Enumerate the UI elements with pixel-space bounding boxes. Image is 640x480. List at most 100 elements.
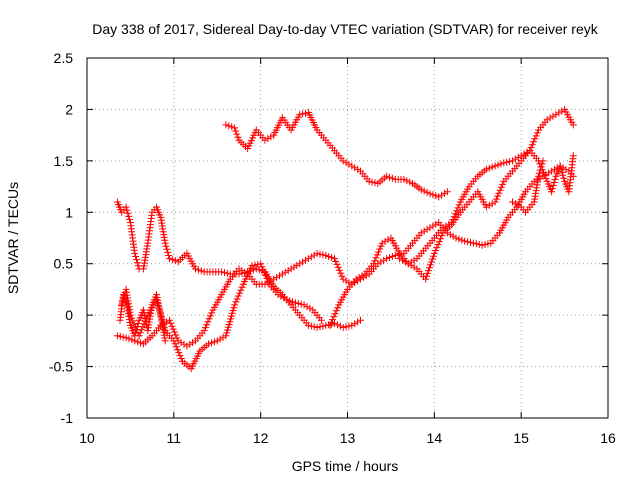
- data-point: [113, 332, 121, 340]
- data-point: [156, 308, 164, 316]
- data-point: [332, 307, 340, 315]
- data-point: [530, 177, 538, 185]
- data-point: [134, 319, 142, 327]
- data-point: [506, 158, 514, 165]
- data-point: [307, 253, 315, 261]
- data-point: [286, 297, 294, 305]
- data-point: [555, 109, 563, 117]
- data-point: [303, 303, 311, 311]
- data-point: [274, 291, 282, 299]
- data-point: [337, 269, 345, 277]
- data-point: [403, 177, 411, 185]
- data-point: [500, 159, 508, 167]
- data-point: [458, 236, 466, 244]
- data-point: [231, 124, 239, 132]
- data-point: [128, 336, 136, 344]
- data-point: [435, 193, 443, 201]
- data-point: [438, 232, 446, 240]
- data-point: [443, 188, 451, 196]
- data-point: [241, 268, 249, 276]
- data-point: [307, 322, 315, 330]
- data-point: [206, 312, 214, 320]
- data-point: [434, 241, 442, 249]
- data-point: [427, 261, 434, 269]
- data-point: [548, 167, 556, 175]
- data-point: [381, 237, 389, 245]
- data-point: [166, 316, 173, 324]
- data-point: [365, 177, 373, 185]
- data-point: [289, 298, 296, 306]
- data-point: [420, 187, 428, 195]
- data-point: [297, 300, 305, 308]
- x-tick-labels: 10 11 12 13 14 15 16: [79, 430, 616, 446]
- data-point: [499, 180, 507, 188]
- data-point: [429, 191, 437, 199]
- data-point: [533, 129, 541, 137]
- data-point: [210, 338, 218, 346]
- data-point: [378, 239, 386, 247]
- data-point: [520, 150, 528, 158]
- data-point: [296, 111, 304, 119]
- data-point: [541, 172, 549, 180]
- data-point: [339, 275, 347, 283]
- data-point: [377, 242, 385, 250]
- data-point: [319, 322, 327, 330]
- data-point: [371, 257, 379, 265]
- data-point: [161, 239, 169, 247]
- data-point: [354, 318, 362, 326]
- data-point: [509, 198, 516, 206]
- data-point: [426, 190, 434, 198]
- data-point: [176, 352, 184, 360]
- data-point: [333, 260, 341, 268]
- data-point: [294, 300, 302, 307]
- data-point: [161, 337, 169, 345]
- data-point: [174, 346, 182, 354]
- data-point: [208, 339, 215, 347]
- data-point: [278, 270, 286, 278]
- data-point: [330, 313, 338, 321]
- data-point: [235, 265, 243, 273]
- data-point: [208, 309, 216, 317]
- data-point: [194, 266, 202, 274]
- data-point: [410, 263, 418, 271]
- y-tick-label: 1.5: [54, 153, 74, 169]
- data-point: [299, 110, 307, 118]
- data-point: [122, 334, 130, 342]
- data-point: [558, 107, 566, 115]
- data-point: [216, 335, 224, 343]
- data-point: [535, 172, 542, 180]
- data-point: [205, 315, 213, 323]
- data-point: [488, 200, 496, 208]
- data-point: [357, 316, 364, 324]
- y-tick-label: 0: [65, 307, 73, 323]
- data-point: [528, 141, 536, 149]
- data-point: [125, 212, 133, 220]
- data-point: [423, 225, 431, 233]
- data-point: [154, 299, 162, 307]
- data-point: [267, 133, 275, 141]
- data-point: [435, 238, 443, 246]
- data-point: [171, 340, 179, 348]
- data-point: [368, 178, 376, 186]
- data-point: [494, 161, 502, 169]
- data-point: [339, 157, 347, 165]
- data-point: [472, 240, 480, 248]
- grid-lines: [87, 58, 608, 418]
- data-point: [376, 245, 384, 253]
- data-point: [125, 335, 133, 343]
- data-point: [557, 165, 565, 173]
- data-point: [262, 272, 270, 279]
- data-point: [327, 319, 335, 326]
- data-point: [425, 267, 432, 275]
- data-point: [559, 171, 567, 179]
- data-point: [276, 272, 283, 280]
- data-point: [156, 305, 164, 313]
- x-tick-label: 10: [79, 430, 95, 446]
- data-point: [417, 186, 425, 194]
- data-point: [400, 175, 408, 183]
- data-point: [427, 258, 435, 266]
- data-point: [299, 258, 307, 266]
- data-point: [485, 201, 493, 209]
- data-point: [140, 309, 148, 317]
- data-point: [478, 241, 486, 249]
